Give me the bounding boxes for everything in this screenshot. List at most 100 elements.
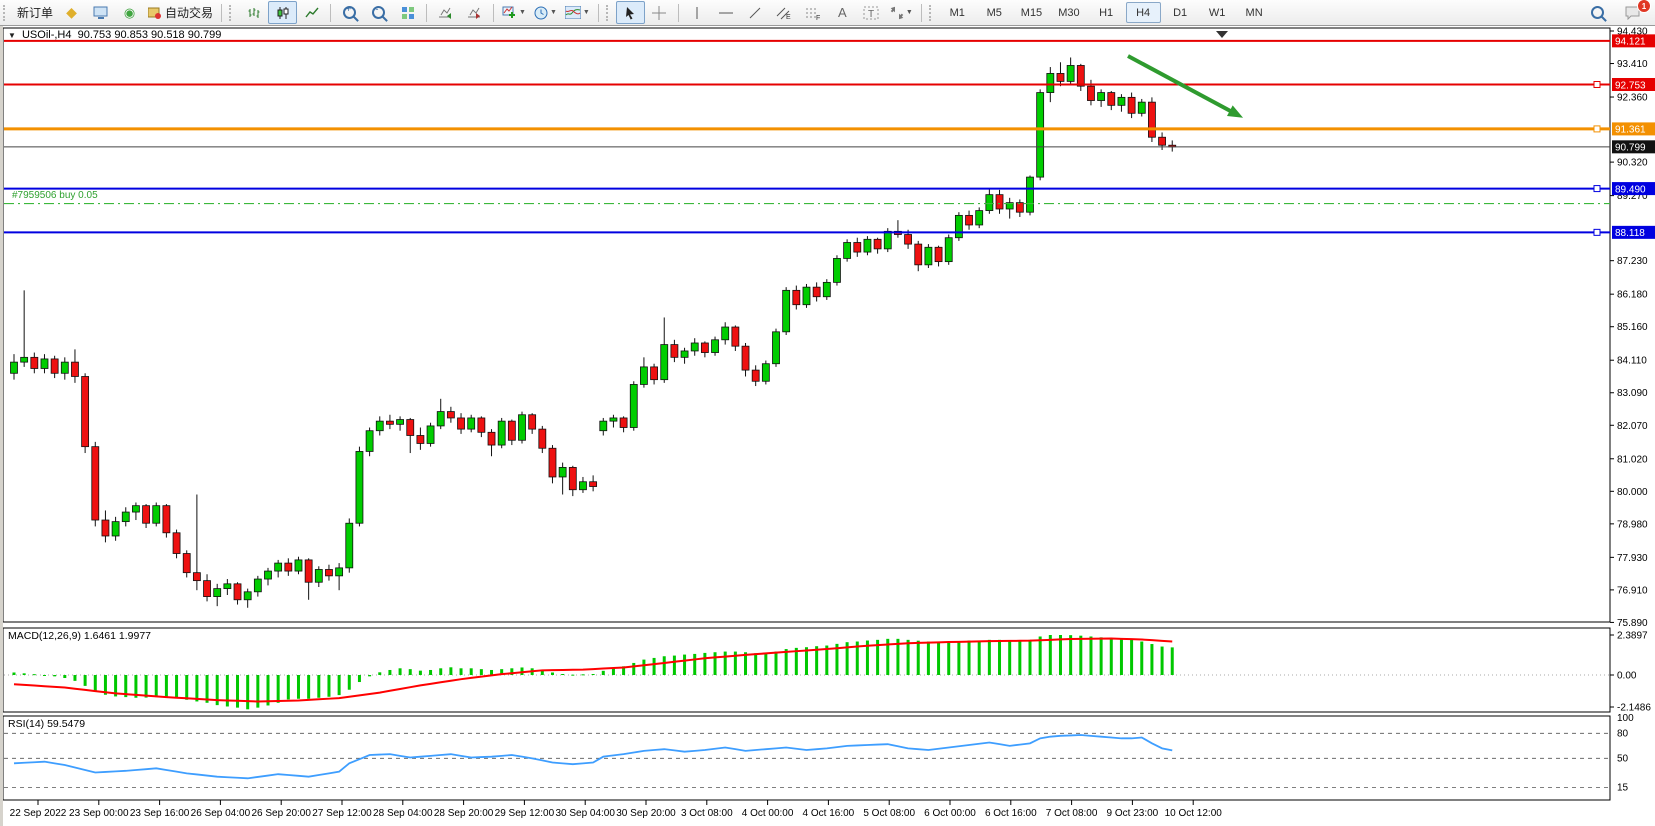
chevron-down-icon: ▼ bbox=[519, 9, 526, 16]
chart-title: ▼ USOil-,H4 90.753 90.853 90.518 90.799 bbox=[8, 29, 221, 41]
toolbar-grip bbox=[928, 4, 936, 21]
price-levels: 94.121 92.753 91.361 90.799 89.490 88.118 bbox=[4, 34, 1655, 239]
search-button[interactable] bbox=[1583, 1, 1612, 24]
svg-text:10 Oct 12:00: 10 Oct 12:00 bbox=[1165, 808, 1223, 819]
period-clock-icon bbox=[534, 6, 548, 19]
toolbar-separator bbox=[493, 3, 495, 22]
timeframe-button-h1[interactable]: H1 bbox=[1099, 6, 1114, 19]
svg-text:92.753: 92.753 bbox=[1615, 80, 1646, 91]
rsi-line bbox=[13, 734, 1173, 780]
chevron-down-icon: ▼ bbox=[549, 9, 557, 16]
crosshair-button[interactable] bbox=[645, 1, 674, 24]
rsi-axis-label: 50 bbox=[1617, 753, 1629, 764]
macd-histogram bbox=[12, 634, 1174, 710]
equidistant-channel-button[interactable]: E bbox=[770, 1, 799, 24]
svg-text:26 Sep 20:00: 26 Sep 20:00 bbox=[251, 808, 311, 819]
svg-text:86.180: 86.180 bbox=[1617, 290, 1648, 301]
svg-text:89.270: 89.270 bbox=[1617, 191, 1648, 202]
svg-text:84.110: 84.110 bbox=[1617, 356, 1647, 367]
svg-text:94.121: 94.121 bbox=[1615, 37, 1646, 48]
text-label-button[interactable]: T bbox=[857, 1, 886, 24]
svg-text:F: F bbox=[816, 15, 820, 20]
price-badge bbox=[1612, 77, 1655, 91]
add-indicator-button[interactable]: ▼ bbox=[498, 1, 530, 24]
line-handle bbox=[1593, 228, 1601, 236]
trendline-button[interactable] bbox=[741, 1, 770, 24]
svg-text:90.320: 90.320 bbox=[1617, 158, 1648, 169]
macd-axis-label: -2.1486 bbox=[1617, 703, 1651, 714]
svg-text:7 Oct 08:00: 7 Oct 08:00 bbox=[1046, 808, 1098, 819]
svg-text:93.410: 93.410 bbox=[1617, 59, 1648, 70]
notifications-button[interactable]: 1 bbox=[1618, 0, 1651, 24]
fibonacci-button[interactable]: F bbox=[799, 1, 828, 24]
main-pane bbox=[2, 27, 1611, 623]
autotrading-icon bbox=[148, 7, 162, 19]
timeframe-button-w1[interactable]: W1 bbox=[1208, 6, 1226, 19]
tile-windows-button[interactable] bbox=[393, 1, 422, 24]
new-order-button[interactable]: 新订单 bbox=[13, 1, 57, 24]
svg-text:30 Sep 04:00: 30 Sep 04:00 bbox=[555, 808, 615, 819]
chart-template-button[interactable]: ▼ bbox=[561, 1, 594, 24]
candlestick-chart-button[interactable] bbox=[268, 1, 298, 24]
svg-text:88.118: 88.118 bbox=[1615, 228, 1645, 239]
macd-axis-label: 0.00 bbox=[1617, 671, 1637, 682]
zoom-in-button[interactable]: + bbox=[335, 1, 364, 24]
svg-text:26 Sep 04:00: 26 Sep 04:00 bbox=[191, 808, 251, 819]
timeframe-button-m15[interactable]: M15 bbox=[1020, 6, 1043, 19]
timeframe-button-mn[interactable]: MN bbox=[1245, 6, 1263, 19]
timeframe-button-m5[interactable]: M5 bbox=[986, 6, 1002, 19]
chart-canvas[interactable]: 94.430 93.410 92.360 90.320 89.270 87.230 86.1… bbox=[0, 26, 1655, 826]
line-chart-button[interactable] bbox=[297, 1, 326, 24]
cursor-button[interactable] bbox=[615, 1, 645, 24]
autotrading-label: 自动交易 bbox=[165, 6, 214, 20]
text-label-icon: T bbox=[863, 6, 879, 20]
rsi-axis-label: 15 bbox=[1617, 783, 1629, 794]
svg-text:6 Oct 00:00: 6 Oct 00:00 bbox=[924, 808, 976, 819]
timeframe-button-m30[interactable]: M30 bbox=[1058, 6, 1080, 19]
text-button[interactable]: A bbox=[828, 1, 857, 24]
signals-button[interactable]: ◉ bbox=[115, 1, 144, 24]
tile-windows-icon bbox=[401, 6, 414, 19]
toolbar-separator bbox=[426, 3, 428, 22]
svg-text:94.430: 94.430 bbox=[1617, 27, 1648, 38]
metaeditor-button[interactable]: ◆ bbox=[57, 1, 86, 24]
toolbar-separator bbox=[330, 3, 332, 22]
auto-scroll-button[interactable] bbox=[431, 1, 460, 24]
autotrading-button[interactable]: 自动交易 bbox=[144, 1, 217, 24]
terminal-icon bbox=[93, 6, 108, 19]
timeframe-button-m1[interactable]: M1 bbox=[949, 6, 965, 19]
svg-text:81.020: 81.020 bbox=[1617, 454, 1648, 465]
chevron-down-icon: ▼ bbox=[905, 9, 913, 16]
auto-scroll-icon bbox=[439, 7, 452, 19]
arrows-button[interactable]: ▼ bbox=[886, 1, 917, 24]
zoom-in-icon: + bbox=[343, 4, 357, 19]
cursor-icon bbox=[626, 6, 635, 19]
vertical-line-button[interactable] bbox=[683, 1, 712, 24]
svg-text:23 Sep 16:00: 23 Sep 16:00 bbox=[130, 808, 190, 819]
toolbar-grip bbox=[605, 4, 613, 21]
svg-text:28 Sep 20:00: 28 Sep 20:00 bbox=[434, 808, 494, 819]
chart-shift-icon bbox=[468, 7, 481, 19]
svg-text:27 Sep 12:00: 27 Sep 12:00 bbox=[312, 808, 372, 819]
signal-icon: ◉ bbox=[123, 4, 136, 20]
horizontal-line-button[interactable] bbox=[712, 1, 741, 24]
timeframe-button-d1[interactable]: D1 bbox=[1173, 6, 1188, 19]
terminal-button[interactable] bbox=[86, 1, 115, 24]
price-badge bbox=[1612, 140, 1655, 154]
chart-shift-button[interactable] bbox=[460, 1, 489, 24]
toolbar-grip bbox=[229, 4, 236, 21]
timeframe-button-h4[interactable]: H4 bbox=[1125, 2, 1161, 23]
notification-badge: 1 bbox=[1637, 0, 1651, 13]
zoom-out-icon: - bbox=[372, 4, 386, 19]
trend-arrow-head bbox=[1226, 105, 1244, 118]
open-position-label: #7959506 buy 0.05 bbox=[12, 190, 98, 201]
svg-text:22 Sep 2022: 22 Sep 2022 bbox=[10, 808, 67, 819]
toolbar-grip bbox=[3, 4, 10, 21]
chart-workspace[interactable]: 94.430 93.410 92.360 90.320 89.270 87.230 86.1… bbox=[0, 26, 1655, 826]
price-badge bbox=[1612, 182, 1655, 196]
zoom-out-button[interactable]: - bbox=[364, 1, 393, 24]
period-button[interactable]: ▼ bbox=[530, 1, 561, 24]
line-handle bbox=[1593, 80, 1601, 88]
chevron-down-icon[interactable]: ▼ bbox=[8, 31, 16, 40]
bar-chart-button[interactable] bbox=[239, 1, 268, 24]
